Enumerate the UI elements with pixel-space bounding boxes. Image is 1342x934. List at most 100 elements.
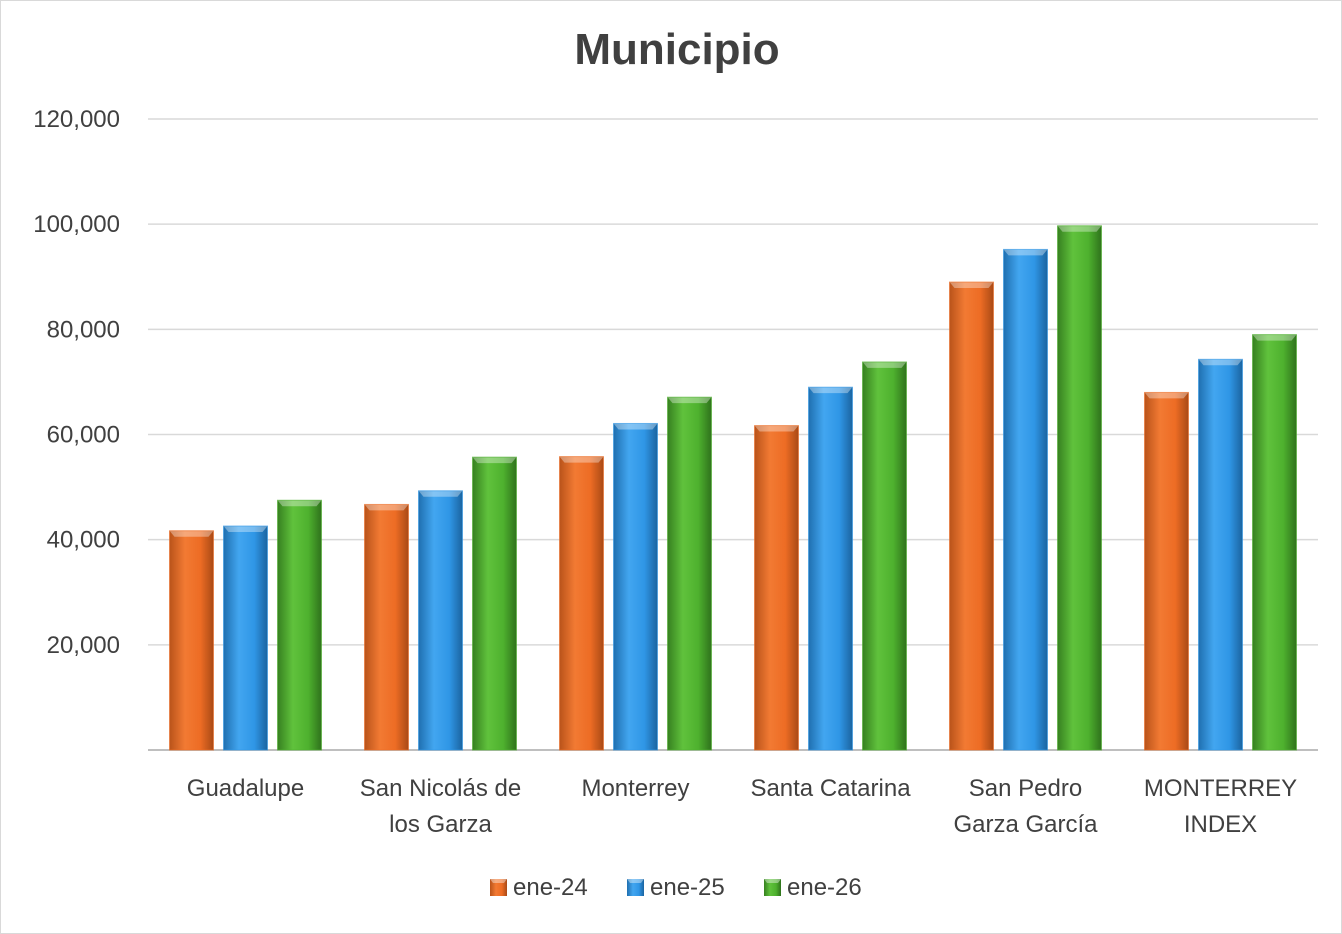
bar-outline (418, 490, 463, 751)
gridlines (148, 118, 1318, 751)
bar-ene-25-2 (613, 422, 658, 751)
bar-ene-25-3 (808, 386, 853, 751)
bar-ene-24-0 (169, 530, 214, 751)
bar-bevel (1003, 249, 1048, 256)
bar-outline (808, 386, 853, 751)
y-tick-label: 120,000 (33, 106, 120, 133)
bar-body (1057, 225, 1102, 751)
legend-swatch (490, 879, 507, 896)
bar-bevel (862, 361, 907, 368)
legend-item-ene-25: ene-25 (627, 874, 725, 901)
bar-ene-26-3 (862, 361, 907, 751)
legend-swatch-bevel (627, 879, 644, 883)
x-tick-label-line: MONTERREY (1144, 775, 1297, 802)
bar-ene-26-5 (1252, 334, 1297, 751)
bar-bevel (1252, 334, 1297, 341)
legend-label: ene-25 (650, 874, 725, 901)
x-tick-label-line: San Pedro (969, 775, 1082, 802)
x-tick-label: Santa Catarina (750, 775, 911, 802)
bar-bevel (559, 456, 604, 463)
bar-body (754, 425, 799, 750)
bar-bevel (808, 387, 853, 394)
x-tick-label-line: los Garza (389, 811, 492, 838)
x-tick-label: San Pedro Garza García (953, 775, 1098, 838)
x-tick-label-line: Guadalupe (187, 775, 304, 802)
bar-outline (667, 396, 712, 751)
bar-body (1144, 392, 1189, 750)
bars (169, 225, 1297, 751)
legend-swatch-bevel (490, 879, 507, 883)
y-tick-label: 20,000 (47, 632, 120, 659)
bar-bevel (613, 423, 658, 430)
bar-outline (949, 281, 994, 751)
bar-outline (1003, 248, 1048, 751)
x-tick-label-line: Garza García (953, 811, 1098, 838)
bar-outline (862, 361, 907, 751)
legend-label: ene-26 (787, 874, 862, 901)
y-tick-label: 60,000 (47, 422, 120, 449)
bar-body (559, 456, 604, 750)
bar-bevel (1057, 225, 1102, 232)
x-tick-label-line: Santa Catarina (750, 775, 911, 802)
bar-body (364, 504, 409, 750)
bar-ene-24-1 (364, 503, 409, 751)
x-tick-label: Monterrey (581, 775, 689, 802)
x-tick-label-line: Monterrey (581, 775, 689, 802)
bar-ene-25-0 (223, 525, 268, 751)
bar-ene-24-3 (754, 425, 799, 751)
legend-label: ene-24 (513, 874, 588, 901)
bar-body (1003, 249, 1048, 750)
bar-bevel (223, 525, 268, 532)
bar-bevel (277, 500, 322, 507)
bar-outline (754, 425, 799, 751)
bar-outline (1252, 334, 1297, 751)
bar-outline (1144, 391, 1189, 751)
bar-ene-26-4 (1057, 225, 1102, 751)
bar-body (277, 500, 322, 750)
y-tick-label: 80,000 (47, 316, 120, 343)
bar-body (418, 490, 463, 750)
bar-ene-24-2 (559, 456, 604, 751)
bar-body (1252, 334, 1297, 750)
bar-body (223, 525, 268, 750)
bar-outline (559, 456, 604, 751)
bar-bevel (667, 397, 712, 404)
bar-ene-26-2 (667, 396, 712, 751)
bar-outline (169, 530, 214, 751)
x-axis-ticks: Guadalupe San Nicolás de los Garza Monterre… (187, 775, 1297, 838)
bar-outline (223, 525, 268, 751)
bar-bevel (949, 282, 994, 289)
x-tick-label: Guadalupe (187, 775, 304, 802)
bar-ene-25-5 (1198, 358, 1243, 751)
bar-body (862, 361, 907, 750)
bar-body (472, 457, 517, 750)
legend-item-ene-26: ene-26 (764, 874, 862, 901)
bar-bevel (169, 530, 214, 537)
bar-outline (472, 456, 517, 751)
bar-outline (1057, 225, 1102, 751)
bar-body (169, 530, 214, 750)
bar-bevel (754, 425, 799, 432)
bar-ene-24-4 (949, 281, 994, 751)
bar-ene-25-4 (1003, 248, 1048, 751)
x-tick-label: San Nicolás de los Garza (360, 775, 521, 838)
y-axis-ticks: 20,000 40,000 60,000 80,000 100,000 120,000 (33, 106, 120, 659)
bar-outline (277, 499, 322, 751)
bar-body (1198, 359, 1243, 750)
bar-outline (613, 422, 658, 751)
bar-outline (364, 503, 409, 751)
chart-title: Municipio (574, 25, 779, 74)
legend-swatch (627, 879, 644, 896)
bar-outline (1198, 358, 1243, 751)
legend-swatch (764, 879, 781, 896)
bar-body (667, 397, 712, 750)
x-tick-label-line: INDEX (1184, 811, 1257, 838)
bar-bevel (472, 457, 517, 464)
legend-item-ene-24: ene-24 (490, 874, 588, 901)
bar-bevel (1144, 392, 1189, 399)
y-tick-label: 100,000 (33, 211, 120, 238)
legend: ene-24 ene-25 ene-26 (490, 874, 862, 901)
x-tick-label: MONTERREY INDEX (1144, 775, 1297, 838)
legend-swatch-bevel (764, 879, 781, 883)
